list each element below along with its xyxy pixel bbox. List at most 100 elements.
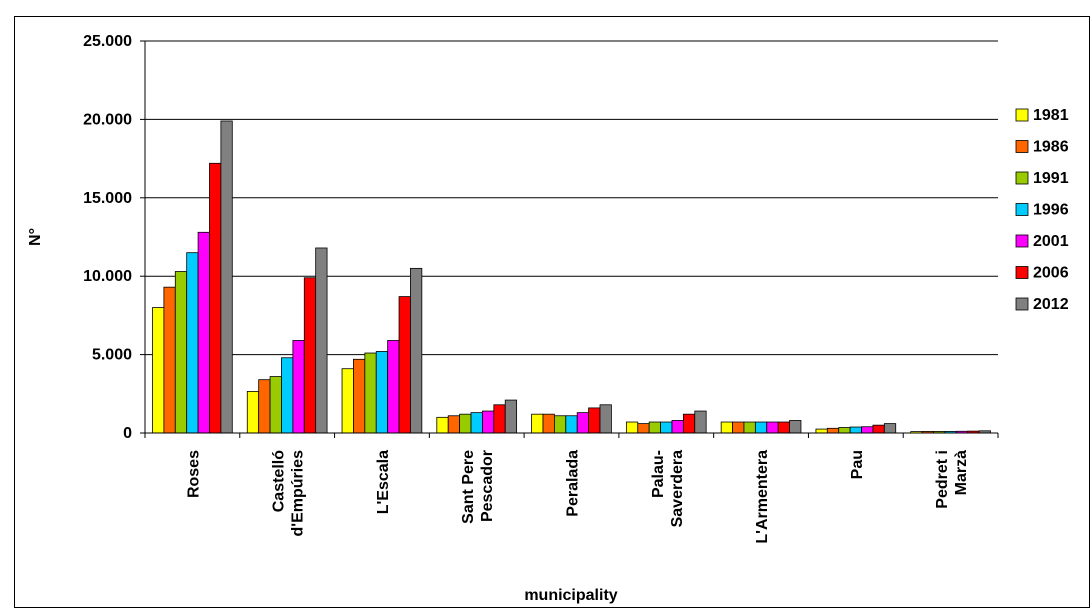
bar-1981-0 (152, 307, 165, 434)
bar-2006-3 (493, 404, 506, 434)
legend-item-1986: 1986 (1015, 139, 1069, 156)
bar-1981-7 (815, 428, 828, 434)
legend-item-1991: 1991 (1015, 170, 1069, 187)
bar-1996-2 (375, 351, 389, 434)
bar-2012-6 (789, 420, 802, 434)
y-tick-label: 25.000 (83, 33, 132, 50)
bar-1996-5 (660, 421, 673, 434)
bar-2006-0 (209, 162, 222, 434)
bar-2006-4 (588, 407, 601, 434)
bar-2012-5 (694, 410, 707, 434)
bar-1981-1 (246, 391, 260, 434)
bar-2006-2 (398, 296, 411, 434)
x-tick-label: Pau (849, 450, 866, 479)
legend-label: 1981 (1033, 107, 1069, 124)
legend-label: 1991 (1033, 170, 1069, 187)
x-tick-label: L'Armentera (754, 450, 771, 544)
bar-1996-4 (565, 415, 578, 434)
legend-item-1996: 1996 (1015, 202, 1069, 219)
bar-1981-4 (531, 413, 544, 434)
y-tick-label: 5.000 (92, 347, 132, 364)
bar-2012-4 (599, 404, 612, 434)
x-tick-label: Marzà (953, 450, 970, 495)
x-tick-label: d'Empúries (290, 450, 307, 537)
x-tick-label: Sant Pere (460, 450, 477, 524)
y-tick-label: 10.000 (83, 268, 132, 285)
bar-2012-7 (883, 423, 897, 434)
bar-2012-3 (504, 399, 518, 434)
x-axis-label: municipality (524, 587, 617, 604)
bar-1996-3 (470, 412, 483, 434)
bar-1991-1 (269, 376, 282, 434)
bar-2001-1 (292, 340, 305, 434)
legend-item-2012: 2012 (1015, 296, 1069, 313)
x-tick-label: Peralada (565, 450, 582, 517)
bar-2012-1 (315, 247, 328, 434)
bar-1991-6 (743, 421, 756, 434)
bar-1981-2 (341, 368, 354, 434)
legend-swatch (1015, 140, 1029, 153)
bar-1991-2 (364, 352, 377, 434)
legend-swatch (1015, 266, 1029, 279)
bar-1981-3 (436, 416, 449, 434)
bar-2006-5 (682, 413, 696, 434)
y-tick-label: 15.000 (83, 190, 132, 207)
bar-1991-0 (174, 271, 188, 434)
x-tick-label: Castelló (271, 450, 288, 512)
legend-label: 1986 (1033, 139, 1069, 156)
y-tick-labels: 0 5.000 10.000 15.000 20.000 25.000 (83, 33, 132, 442)
legend-item-2001: 2001 (1015, 233, 1069, 250)
bar-2001-4 (576, 412, 590, 434)
bar-2006-6 (777, 421, 790, 434)
bar-1981-5 (625, 421, 639, 434)
y-tick-label: 20.000 (83, 111, 132, 128)
bar-1996-7 (849, 426, 862, 434)
x-tick-labels: Roses Castelló d'Empúries L'Escala Sant Pere… (185, 450, 970, 544)
bar-2001-3 (482, 410, 495, 434)
gridlines (145, 40, 998, 356)
bar-1991-4 (554, 415, 567, 434)
x-tick-label: Saverdera (669, 450, 686, 527)
legend-item-2006: 2006 (1015, 265, 1069, 282)
bar-1996-1 (281, 357, 294, 434)
legend-label: 2012 (1033, 296, 1069, 313)
bar-1996-6 (754, 421, 768, 434)
legend-swatch (1015, 234, 1029, 248)
legend-item-1981: 1981 (1015, 107, 1069, 124)
bar-2001-0 (197, 231, 210, 434)
bar-2012-0 (220, 120, 233, 434)
legend-label: 2001 (1033, 233, 1069, 250)
legend-swatch (1015, 108, 1029, 122)
y-tick-label: 0 (123, 425, 132, 442)
legend-swatch (1015, 297, 1029, 311)
bar-1991-7 (838, 427, 851, 434)
legend-label: 2006 (1033, 265, 1069, 282)
bar-1986-0 (163, 286, 176, 434)
axes (140, 40, 999, 438)
bar-1986-3 (447, 415, 461, 434)
bar-2001-7 (861, 426, 874, 434)
bar-2001-5 (671, 420, 684, 434)
x-tick-label: Pedret i (934, 450, 951, 509)
bar-1986-7 (826, 427, 840, 434)
bar-1986-4 (542, 413, 555, 434)
legend-swatch (1015, 171, 1029, 185)
bar-1986-5 (637, 423, 650, 434)
y-axis-label: N° (27, 228, 44, 246)
bar-1986-2 (353, 358, 366, 434)
bar-2006-7 (872, 424, 885, 434)
legend-swatch (1015, 203, 1029, 216)
bar-1986-1 (258, 379, 271, 434)
x-tick-label: L'Escala (375, 450, 392, 514)
legend: 1981 1986 1991 1996 2001 2006 2012 (1015, 107, 1069, 313)
x-tick-label: Roses (185, 450, 202, 498)
bar-1981-6 (720, 421, 733, 434)
bars (152, 120, 991, 434)
bar-2012-2 (410, 267, 423, 434)
bar-1991-3 (459, 413, 472, 434)
bar-1991-5 (648, 421, 661, 434)
bar-1996-0 (186, 252, 199, 434)
bar-2006-1 (303, 277, 317, 434)
bar-2001-6 (766, 421, 779, 434)
